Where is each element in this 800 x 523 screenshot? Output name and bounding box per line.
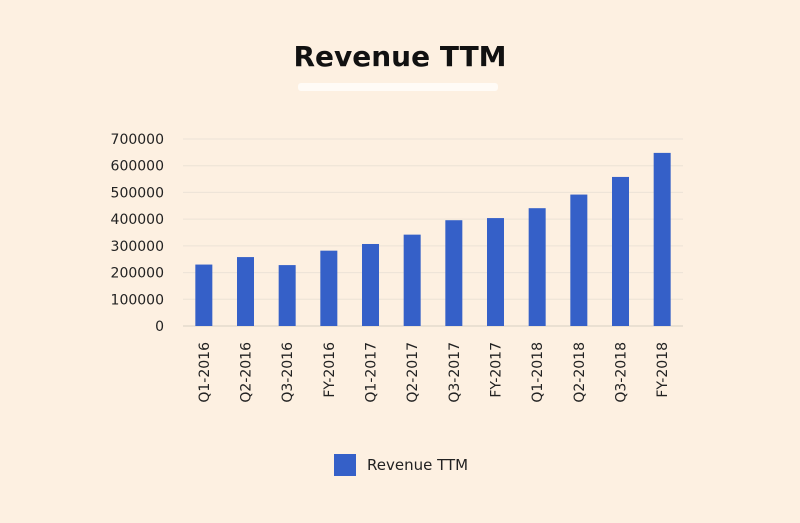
x-tick-label: Q1-2017 — [364, 342, 380, 403]
bar-q3-2017 — [445, 220, 463, 326]
x-tick-label: Q1-2016 — [197, 342, 213, 403]
x-tick-label: Q3-2017 — [447, 342, 463, 403]
x-tick-label: Q2-2017 — [405, 342, 421, 403]
grid-lines — [183, 138, 683, 327]
y-tick-label: 100000 — [111, 292, 164, 308]
title-underline-decoration — [298, 83, 498, 91]
bar-fy-2018 — [653, 152, 671, 326]
bar-fy-2016 — [320, 250, 338, 326]
bars — [195, 152, 671, 326]
x-tick-label: Q2-2016 — [239, 342, 255, 403]
y-tick-label: 600000 — [111, 159, 164, 175]
bar-fy-2017 — [487, 218, 504, 326]
y-tick-label: 0 — [155, 319, 164, 335]
bar-q2-2016 — [237, 257, 254, 326]
bar-q2-2017 — [403, 234, 421, 326]
bar-q3-2016 — [278, 265, 296, 326]
legend-label: Revenue TTM — [367, 456, 469, 474]
chart-title: Revenue TTM — [293, 40, 507, 73]
x-tick-label: FY-2017 — [489, 342, 505, 398]
x-tick-label: Q3-2016 — [280, 342, 296, 403]
x-tick-label: Q1-2018 — [530, 342, 546, 403]
x-tick-label: FY-2016 — [322, 342, 338, 398]
x-tick-label: Q3-2018 — [614, 342, 630, 403]
y-tick-label: 700000 — [111, 132, 164, 148]
bar-q1-2018 — [528, 208, 546, 326]
legend: Revenue TTM — [334, 454, 468, 476]
y-tick-label: 300000 — [111, 239, 164, 255]
y-axis-tick-labels: 0 100000 200000 300000 400000 500000 600000 700… — [111, 132, 164, 335]
y-tick-label: 200000 — [111, 266, 164, 282]
x-tick-label: Q2-2018 — [572, 342, 588, 403]
y-tick-label: 400000 — [111, 212, 164, 228]
y-tick-label: 500000 — [111, 185, 164, 201]
bar-q3-2018 — [612, 176, 629, 326]
x-axis-tick-labels: Q1-2016 Q2-2016 Q3-2016 FY-2016 Q1-2017 Q2-20… — [197, 342, 671, 403]
bar-q2-2018 — [570, 194, 588, 326]
x-tick-label: FY-2018 — [655, 342, 671, 398]
bar-q1-2016 — [195, 264, 213, 326]
legend-swatch — [334, 454, 356, 476]
bar-q1-2017 — [362, 243, 379, 326]
